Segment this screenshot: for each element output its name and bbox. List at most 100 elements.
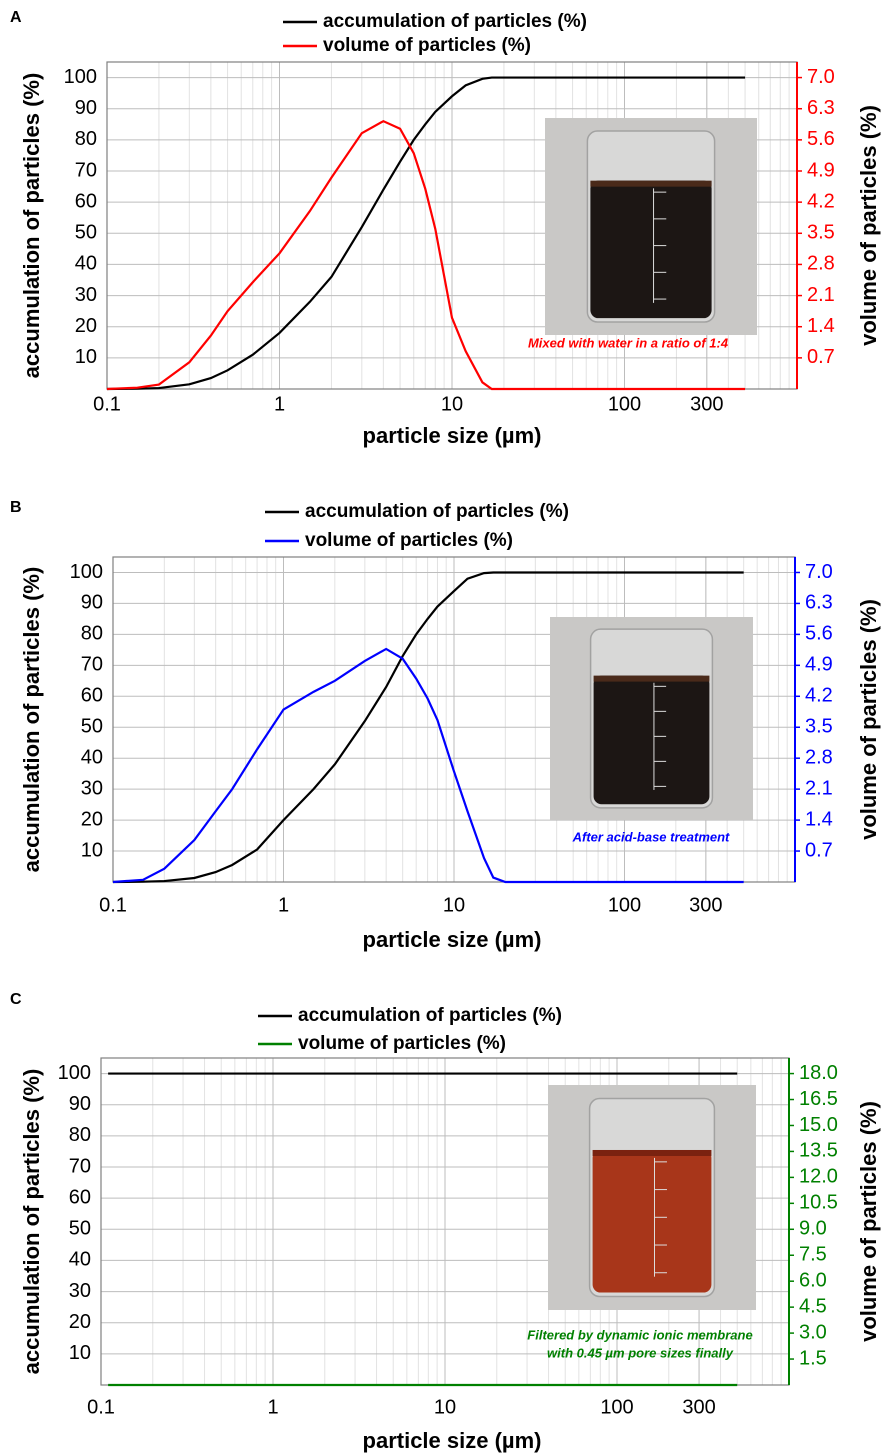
legend-label: accumulation of particles (%) — [323, 11, 587, 32]
y2-tick-label: 16.5 — [799, 1088, 838, 1110]
y2-tick-label: 5.6 — [805, 623, 833, 645]
y2-tick-label: 6.3 — [805, 592, 833, 614]
liquid-surface — [593, 675, 710, 682]
legend-label: accumulation of particles (%) — [298, 1005, 562, 1026]
x-tick-label: 1 — [274, 393, 285, 415]
y2-tick-label: 4.2 — [805, 685, 833, 707]
y2-tick-label: 7.0 — [807, 66, 835, 88]
y-tick-label: 90 — [75, 97, 97, 119]
y2-tick-label: 2.8 — [805, 746, 833, 768]
x-tick-label: 300 — [689, 894, 722, 916]
y-tick-label: 60 — [75, 190, 97, 212]
y-tick-label: 50 — [81, 716, 103, 738]
y-axis-label: accumulation of particles (%) — [19, 567, 44, 873]
y2-tick-label: 4.2 — [807, 190, 835, 212]
x-tick-label: 300 — [690, 393, 723, 415]
y2-tick-label: 1.4 — [805, 808, 833, 830]
x-tick-label: 0.1 — [87, 1396, 115, 1418]
y-tick-label: 100 — [70, 561, 103, 583]
x-axis-label: particle size (µm) — [363, 423, 542, 448]
panel: C 0.1 1 10 100 300 10 20 30 40 50 60 70 80 90 100 1.5 3.0… — [10, 991, 881, 1453]
y2-tick-label: 7.5 — [799, 1244, 827, 1266]
y-tick-label: 70 — [69, 1155, 91, 1177]
series-line — [106, 119, 746, 391]
y-tick-label: 40 — [75, 253, 97, 275]
series-line — [112, 647, 744, 884]
y2-tick-label: 3.5 — [805, 716, 833, 738]
x-tick-label: 300 — [682, 1396, 715, 1418]
y-tick-label: 100 — [58, 1062, 91, 1084]
panel: A 0.1 1 10 100 300 10 20 30 40 50 60 70 80 90 100 0.7 1.4… — [10, 9, 881, 448]
y2-axis-label: volume of particles (%) — [856, 105, 881, 346]
y-tick-label: 40 — [81, 746, 103, 768]
beaker-liquid — [592, 1149, 712, 1293]
x-tick-label: 1 — [267, 1396, 278, 1418]
y2-tick-label: 2.1 — [807, 284, 835, 306]
y-tick-label: 30 — [81, 777, 103, 799]
y2-tick-label: 0.7 — [805, 839, 833, 861]
y-tick-label: 90 — [81, 592, 103, 614]
y2-tick-label: 1.4 — [807, 315, 835, 337]
y2-tick-label: 5.6 — [807, 128, 835, 150]
y2-axis-label: volume of particles (%) — [856, 599, 881, 840]
y2-tick-label: 2.1 — [805, 777, 833, 799]
panel-label: C — [10, 991, 22, 1008]
y2-tick-label: 2.8 — [807, 253, 835, 275]
x-tick-label: 0.1 — [99, 894, 127, 916]
y2-tick-label: 9.0 — [799, 1218, 827, 1240]
y-tick-label: 20 — [81, 808, 103, 830]
y-tick-label: 10 — [69, 1342, 91, 1364]
y2-tick-label: 6.0 — [799, 1269, 827, 1291]
y2-axis-label: volume of particles (%) — [856, 1101, 881, 1342]
y-tick-label: 50 — [75, 222, 97, 244]
y-tick-label: 60 — [81, 685, 103, 707]
legend-label: volume of particles (%) — [323, 35, 531, 56]
liquid-surface — [590, 180, 712, 187]
y-tick-label: 20 — [69, 1311, 91, 1333]
x-axis-label: particle size (µm) — [363, 1428, 542, 1453]
annotation: After acid-base treatment — [572, 829, 730, 844]
y-tick-label: 60 — [69, 1186, 91, 1208]
y2-tick-label: 3.5 — [807, 222, 835, 244]
y-tick-label: 70 — [81, 654, 103, 676]
y2-tick-label: 1.5 — [799, 1347, 827, 1369]
y2-tick-label: 10.5 — [799, 1192, 838, 1214]
y-tick-label: 70 — [75, 159, 97, 181]
x-tick-label: 1 — [278, 894, 289, 916]
y2-tick-label: 3.0 — [799, 1321, 827, 1343]
x-tick-label: 100 — [600, 1396, 633, 1418]
annotation: Mixed with water in a ratio of 1:4 — [528, 335, 729, 350]
y-tick-label: 100 — [64, 66, 97, 88]
y-tick-label: 10 — [75, 346, 97, 368]
y2-tick-label: 13.5 — [799, 1140, 838, 1162]
beaker-liquid — [590, 180, 712, 319]
y2-tick-label: 15.0 — [799, 1114, 838, 1136]
y-tick-label: 80 — [69, 1124, 91, 1146]
x-tick-label: 0.1 — [93, 393, 121, 415]
x-tick-label: 10 — [441, 393, 463, 415]
y2-tick-label: 4.9 — [805, 654, 833, 676]
y-axis-label: accumulation of particles (%) — [19, 73, 44, 379]
annotation: with 0.45 µm pore sizes finally — [547, 1345, 734, 1360]
annotation: Filtered by dynamic ionic membrane — [527, 1327, 752, 1342]
panel-label: B — [10, 499, 22, 516]
x-axis-label: particle size (µm) — [363, 927, 542, 952]
y2-tick-label: 18.0 — [799, 1062, 838, 1084]
y-axis-label: accumulation of particles (%) — [19, 1069, 44, 1375]
panel: B 0.1 1 10 100 300 10 20 30 40 50 60 70 80 90 100 0.7 1.4… — [10, 499, 881, 952]
y2-tick-label: 0.7 — [807, 346, 835, 368]
legend-label: volume of particles (%) — [305, 530, 513, 551]
x-tick-label: 100 — [608, 894, 641, 916]
x-tick-label: 10 — [434, 1396, 456, 1418]
y-tick-label: 20 — [75, 315, 97, 337]
y2-tick-label: 6.3 — [807, 97, 835, 119]
y-tick-label: 30 — [75, 284, 97, 306]
y-tick-label: 80 — [75, 128, 97, 150]
panel-label: A — [10, 9, 22, 26]
y2-tick-label: 12.0 — [799, 1166, 838, 1188]
y-tick-label: 10 — [81, 839, 103, 861]
y2-tick-label: 7.0 — [805, 561, 833, 583]
y-tick-label: 90 — [69, 1093, 91, 1115]
y-tick-label: 30 — [69, 1280, 91, 1302]
